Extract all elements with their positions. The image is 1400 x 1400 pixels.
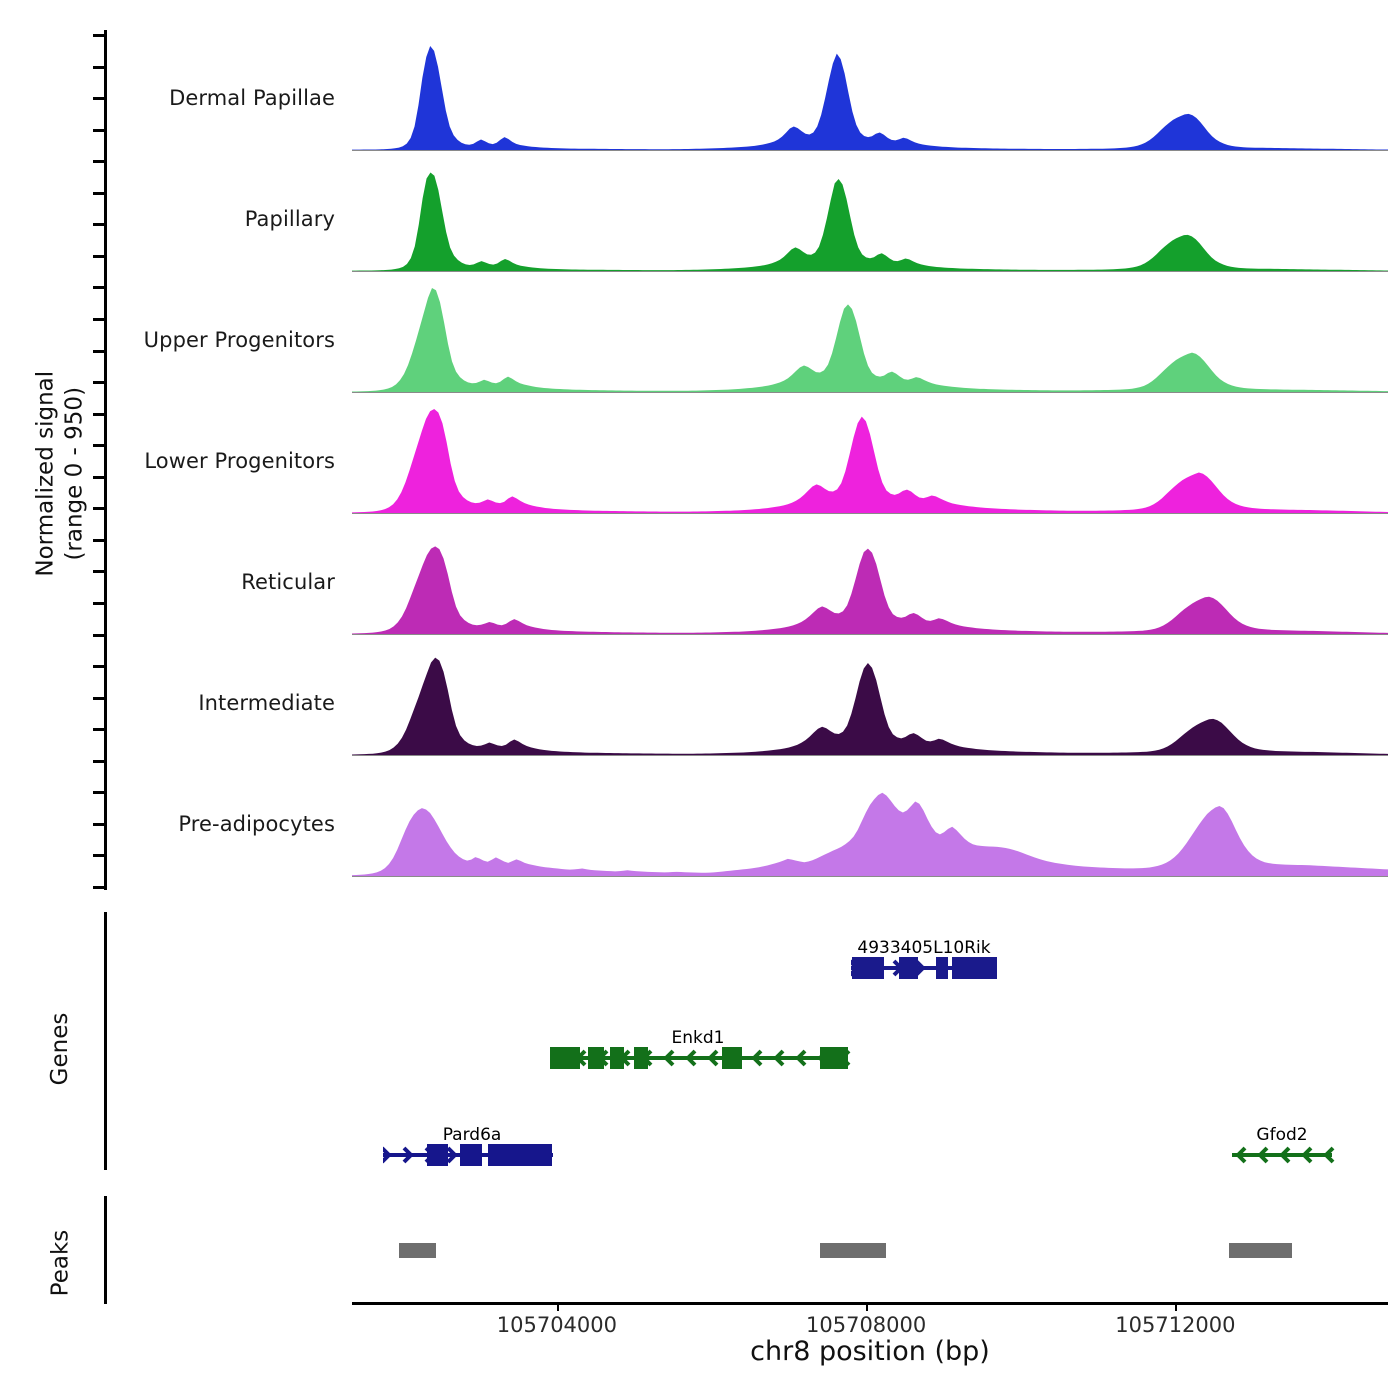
gene-label-4933405l10rik: 4933405L10Rik bbox=[857, 938, 991, 958]
track-baseline bbox=[352, 271, 1388, 272]
track-baseline bbox=[352, 634, 1388, 635]
track-label-upper-progenitors: Upper Progenitors bbox=[143, 328, 335, 352]
x-axis-title: chr8 position (bp) bbox=[560, 1336, 1180, 1367]
gene-label-pard6a: Pard6a bbox=[442, 1125, 502, 1145]
gene-label-gfod2: Gfod2 bbox=[1256, 1125, 1308, 1145]
signal-axis-tick bbox=[93, 97, 105, 101]
genes-axis-title: Genes bbox=[47, 969, 73, 1129]
gene-label-enkd1: Enkd1 bbox=[671, 1028, 725, 1048]
signal-axis-tick bbox=[93, 475, 105, 479]
peak-bar[interactable] bbox=[399, 1243, 436, 1258]
track-baseline bbox=[352, 150, 1388, 151]
x-axis-title-text: chr8 position (bp) bbox=[750, 1336, 990, 1367]
signal-axis-tick bbox=[93, 570, 105, 574]
peak-bar[interactable] bbox=[1229, 1243, 1292, 1258]
signal-axis-tick bbox=[93, 160, 105, 164]
signal-axis-tick bbox=[93, 822, 105, 826]
signal-axis-tick bbox=[93, 791, 105, 795]
signal-axis-tick bbox=[93, 538, 105, 542]
signal-axis-tick bbox=[93, 759, 105, 763]
signal-axis-tick bbox=[93, 412, 105, 416]
signal-axis-tick bbox=[93, 633, 105, 637]
track-baseline bbox=[352, 513, 1388, 514]
x-axis-tick-label: 105704000 bbox=[496, 1313, 617, 1337]
signal-area-intermediate bbox=[352, 657, 1388, 755]
x-axis-tick-mark bbox=[1175, 1303, 1178, 1311]
gene-model-enkd1[interactable] bbox=[550, 1045, 852, 1071]
signal-axis-spine bbox=[104, 30, 107, 890]
gene-model-gfod2[interactable] bbox=[1232, 1142, 1336, 1168]
genes-axis-title-text: Genes bbox=[47, 1012, 73, 1086]
signal-axis-tick bbox=[93, 444, 105, 448]
x-axis-tick-label: 105712000 bbox=[1115, 1313, 1236, 1337]
signal-area-reticular bbox=[352, 546, 1388, 634]
signal-area-papillary bbox=[352, 172, 1388, 271]
signal-axis-tick bbox=[93, 507, 105, 511]
signal-axis-tick bbox=[93, 191, 105, 195]
genes-axis-spine bbox=[104, 912, 107, 1170]
signal-axis-tick bbox=[93, 381, 105, 385]
gene-model-4933405l10rik[interactable] bbox=[851, 955, 1001, 981]
track-label-papillary: Papillary bbox=[244, 207, 335, 231]
signal-axis-tick bbox=[93, 602, 105, 605]
signal-axis-tick bbox=[93, 254, 105, 258]
peaks-axis-title: Peaks bbox=[48, 1186, 74, 1341]
signal-axis-tick bbox=[93, 886, 105, 889]
track-label-intermediate: Intermediate bbox=[198, 691, 335, 715]
track-label-pre-adipocytes: Pre-adipocytes bbox=[178, 812, 335, 836]
gene-model-pard6a[interactable] bbox=[383, 1142, 557, 1168]
peaks-axis-title-text: Peaks bbox=[47, 1229, 74, 1297]
x-axis-tick-mark bbox=[866, 1303, 869, 1311]
track-label-dermal-papillae: Dermal Papillae bbox=[169, 86, 335, 110]
signal-axis-tick bbox=[93, 286, 105, 290]
track-label-reticular: Reticular bbox=[241, 570, 335, 594]
signal-area-dermal-papillae bbox=[352, 46, 1388, 150]
x-axis-tick-mark bbox=[556, 1303, 559, 1311]
signal-axis-tick bbox=[93, 854, 105, 858]
signal-area-upper-progenitors bbox=[352, 288, 1388, 392]
signal-axis-tick bbox=[93, 34, 105, 37]
x-axis-tick-label: 105708000 bbox=[806, 1313, 927, 1337]
signal-area-lower-progenitors bbox=[352, 409, 1388, 513]
track-baseline bbox=[352, 755, 1388, 756]
signal-axis-tick bbox=[93, 665, 105, 669]
signal-axis-tick bbox=[93, 128, 105, 132]
track-label-lower-progenitors: Lower Progenitors bbox=[144, 449, 335, 473]
signal-axis-tick bbox=[93, 696, 105, 700]
x-axis-line bbox=[352, 1302, 1388, 1305]
signal-area-pre-adipocytes bbox=[352, 792, 1388, 876]
track-baseline bbox=[352, 876, 1388, 877]
peak-bar[interactable] bbox=[820, 1243, 886, 1258]
signal-axis-tick bbox=[93, 728, 105, 732]
signal-axis-tick bbox=[93, 349, 105, 353]
track-baseline bbox=[352, 392, 1388, 393]
peaks-axis-spine bbox=[104, 1196, 107, 1304]
signal-axis-tick bbox=[93, 318, 105, 321]
signal-axis-tick bbox=[93, 223, 105, 227]
signal-axis-tick bbox=[93, 65, 105, 69]
